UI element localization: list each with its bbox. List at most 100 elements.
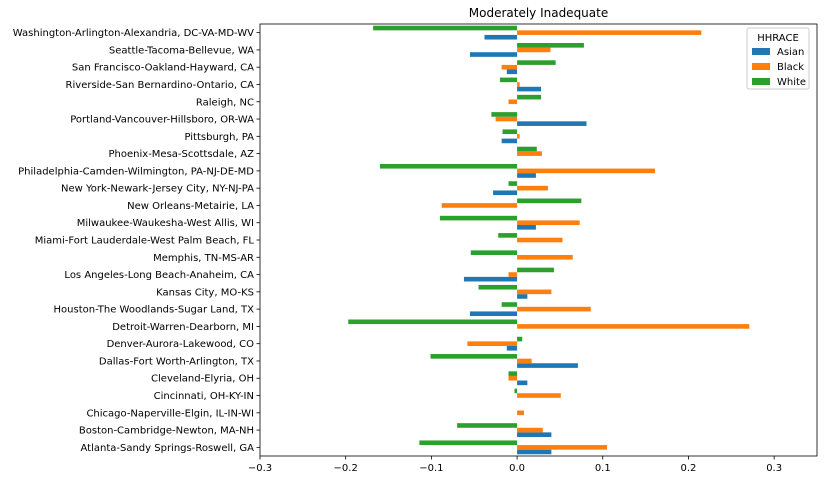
bar-asian xyxy=(517,173,536,178)
y-tick-label: New York-Newark-Jersey City, NY-NJ-PA xyxy=(61,184,254,195)
bar-black xyxy=(517,254,573,260)
x-tick-label: −0.2 xyxy=(334,463,358,474)
x-tick-label: 0.2 xyxy=(681,463,697,474)
bar-asian xyxy=(517,432,552,437)
bar-black xyxy=(517,30,702,35)
y-tick-label: Atlanta-Sandy Springs-Roswell, GA xyxy=(81,443,255,454)
bar-white xyxy=(491,112,518,117)
legend-swatch-white xyxy=(752,78,770,85)
bar-asian xyxy=(469,52,518,57)
bar-black xyxy=(517,358,532,364)
bar-black xyxy=(517,427,543,433)
y-tick-label: Dallas-Fort Worth-Arlington, TX xyxy=(99,356,254,367)
y-tick-label: Seattle-Tacoma-Bellevue, WA xyxy=(109,45,254,56)
bar-black xyxy=(517,237,563,243)
bar-black xyxy=(517,220,580,226)
bar-black xyxy=(517,47,551,53)
y-tick-label: Miami-Fort Lauderdale-West Palm Beach, F… xyxy=(35,236,255,247)
bar-black xyxy=(517,82,520,87)
x-tick-label: 0.3 xyxy=(766,463,782,474)
bars-group xyxy=(348,25,750,455)
bar-black xyxy=(517,168,656,174)
legend-swatch-black xyxy=(752,63,770,70)
bar-white xyxy=(517,336,523,342)
bar-white xyxy=(470,250,518,255)
bar-asian xyxy=(484,34,518,40)
bar-white xyxy=(478,284,518,290)
legend-box xyxy=(746,27,810,90)
bar-asian xyxy=(469,311,518,317)
x-tick-label: 0.1 xyxy=(595,463,611,474)
bar-white xyxy=(508,181,518,186)
y-tick-label: Memphis, TN-MS-AR xyxy=(153,253,254,264)
bar-black xyxy=(517,185,548,191)
bar-white xyxy=(373,25,518,31)
bar-white xyxy=(379,163,518,169)
bar-asian xyxy=(506,345,518,351)
bar-white xyxy=(457,423,518,428)
y-tick-label: Chicago-Naperville-Elgin, IL-IN-WI xyxy=(86,408,254,419)
y-tick-label: Philadelphia-Camden-Wilmington, PA-NJ-DE… xyxy=(18,166,254,177)
bar-white xyxy=(501,302,518,307)
bar-white xyxy=(517,198,582,204)
bar-black xyxy=(501,64,518,70)
bar-black xyxy=(517,306,591,312)
bar-asian xyxy=(517,380,528,386)
y-tick-label: Raleigh, NC xyxy=(196,97,254,108)
bar-white xyxy=(439,215,518,221)
x-axis: −0.3 −0.2 −0.1 0.0 0.1 0.2 0.3 xyxy=(248,456,782,474)
y-tick-label: Riverside-San Bernardino-Ontario, CA xyxy=(66,80,255,91)
x-tick-label: −0.3 xyxy=(248,463,272,474)
bar-black xyxy=(517,324,750,329)
bar-white xyxy=(430,354,518,359)
bar-black xyxy=(441,203,518,208)
bar-black xyxy=(467,341,518,346)
bar-asian xyxy=(517,449,552,455)
bar-asian xyxy=(501,138,518,144)
legend-label-asian: Asian xyxy=(777,47,804,58)
bar-black xyxy=(517,151,542,156)
legend-swatch-asian xyxy=(752,48,770,55)
bar-black xyxy=(508,375,518,381)
bar-black xyxy=(508,272,518,277)
bar-white xyxy=(348,319,518,325)
x-tick-label: −0.1 xyxy=(419,463,443,474)
legend: HHRACE Asian Black White xyxy=(746,27,810,90)
y-tick-label: Portland-Vancouver-Hillsboro, OR-WA xyxy=(70,115,254,126)
y-tick-label: Phoenix-Mesa-Scottsdale, AZ xyxy=(109,149,255,160)
legend-title: HHRACE xyxy=(757,33,799,44)
bar-white xyxy=(502,129,518,135)
y-tick-label: Washington-Arlington-Alexandria, DC-VA-M… xyxy=(13,28,254,39)
bar-asian xyxy=(517,121,587,126)
y-tick-label: Cincinnati, OH-KY-IN xyxy=(154,391,254,402)
y-tick-label: San Francisco-Oakland-Hayward, CA xyxy=(72,63,254,74)
y-tick-label: Milwaukee-Waukesha-West Allis, WI xyxy=(77,218,254,229)
bar-white xyxy=(517,146,537,152)
bar-white xyxy=(419,440,518,446)
bar-white xyxy=(517,94,542,100)
y-tick-label: Houston-The Woodlands-Sugar Land, TX xyxy=(54,305,255,316)
plot-frame xyxy=(259,23,818,457)
y-axis: Atlanta-Sandy Springs-Roswell, GA Boston-… xyxy=(13,28,260,454)
y-tick-label: Kansas City, MO-KS xyxy=(156,287,254,298)
bar-asian xyxy=(517,225,536,230)
bar-black xyxy=(517,410,524,416)
bar-black xyxy=(517,289,552,295)
bar-white xyxy=(508,371,518,376)
bar-asian xyxy=(517,363,578,368)
bar-black xyxy=(508,99,518,105)
bar-white xyxy=(517,60,556,65)
bar-asian xyxy=(493,190,518,196)
y-tick-label: Los Angeles-Long Beach-Anaheim, CA xyxy=(64,270,254,281)
bar-white xyxy=(517,43,584,48)
bar-black xyxy=(517,393,561,398)
bar-white xyxy=(498,233,518,238)
y-tick-label: Pittsburgh, PA xyxy=(184,132,254,143)
bar-asian xyxy=(506,69,518,75)
bar-white xyxy=(499,77,518,83)
bar-white xyxy=(517,267,554,273)
chart-title: Moderately Inadequate xyxy=(469,6,608,20)
legend-label-black: Black xyxy=(777,62,804,73)
y-tick-label: New Orleans-Metairie, LA xyxy=(127,201,254,212)
